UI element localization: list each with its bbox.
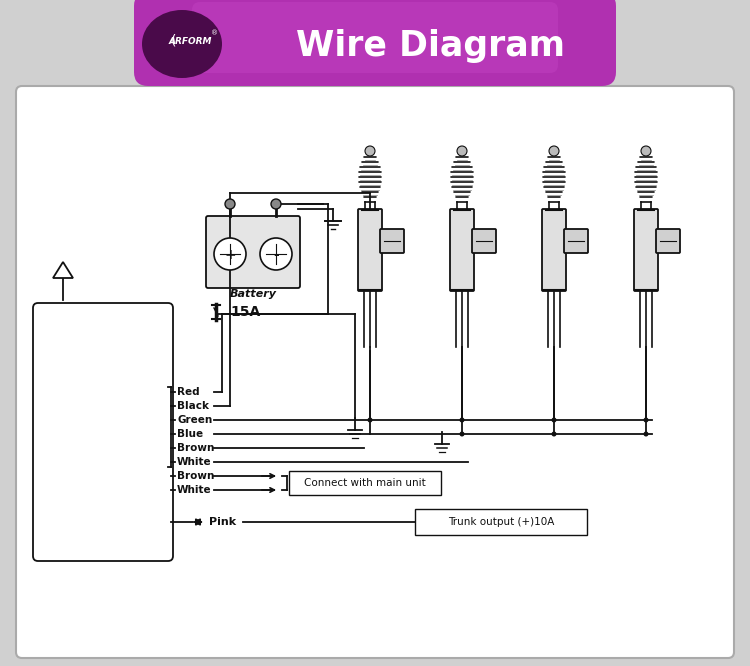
Text: -: - — [273, 248, 279, 262]
Text: Pink: Pink — [209, 517, 236, 527]
FancyBboxPatch shape — [192, 2, 558, 73]
Text: 15A: 15A — [230, 305, 260, 319]
Circle shape — [551, 418, 556, 422]
Text: (: ( — [170, 34, 176, 48]
FancyBboxPatch shape — [358, 209, 382, 291]
Ellipse shape — [142, 10, 222, 78]
Circle shape — [644, 432, 649, 436]
FancyBboxPatch shape — [16, 86, 734, 658]
FancyBboxPatch shape — [134, 0, 616, 86]
Text: Black: Black — [177, 401, 209, 411]
Text: Connect with main unit: Connect with main unit — [304, 478, 426, 488]
FancyBboxPatch shape — [542, 209, 566, 291]
Text: Red: Red — [177, 387, 200, 397]
FancyBboxPatch shape — [472, 229, 496, 253]
Circle shape — [271, 199, 281, 209]
FancyBboxPatch shape — [450, 209, 474, 291]
Text: Blue: Blue — [177, 429, 203, 439]
Text: Wire Diagram: Wire Diagram — [296, 29, 565, 63]
FancyBboxPatch shape — [380, 229, 404, 253]
FancyBboxPatch shape — [564, 229, 588, 253]
FancyBboxPatch shape — [33, 303, 173, 561]
Text: Trunk output (+)10A: Trunk output (+)10A — [448, 517, 554, 527]
Circle shape — [644, 418, 649, 422]
Text: Battery: Battery — [230, 289, 277, 299]
Circle shape — [460, 432, 464, 436]
Circle shape — [551, 432, 556, 436]
FancyBboxPatch shape — [634, 209, 658, 291]
Circle shape — [460, 418, 464, 422]
FancyBboxPatch shape — [206, 216, 300, 288]
Circle shape — [225, 199, 235, 209]
FancyBboxPatch shape — [289, 471, 441, 495]
Circle shape — [368, 418, 373, 422]
Text: White: White — [177, 457, 212, 467]
FancyBboxPatch shape — [415, 509, 587, 535]
FancyBboxPatch shape — [656, 229, 680, 253]
Circle shape — [260, 238, 292, 270]
Text: White: White — [177, 485, 212, 495]
Circle shape — [457, 146, 467, 156]
Circle shape — [214, 238, 246, 270]
Text: Brown: Brown — [177, 471, 214, 481]
Polygon shape — [53, 262, 73, 278]
Text: +: + — [224, 248, 236, 262]
Circle shape — [365, 146, 375, 156]
Circle shape — [549, 146, 559, 156]
Circle shape — [641, 146, 651, 156]
Text: ®: ® — [211, 30, 218, 36]
Text: Brown: Brown — [177, 443, 214, 453]
Text: ARFORM: ARFORM — [168, 37, 211, 45]
Text: Green: Green — [177, 415, 212, 425]
